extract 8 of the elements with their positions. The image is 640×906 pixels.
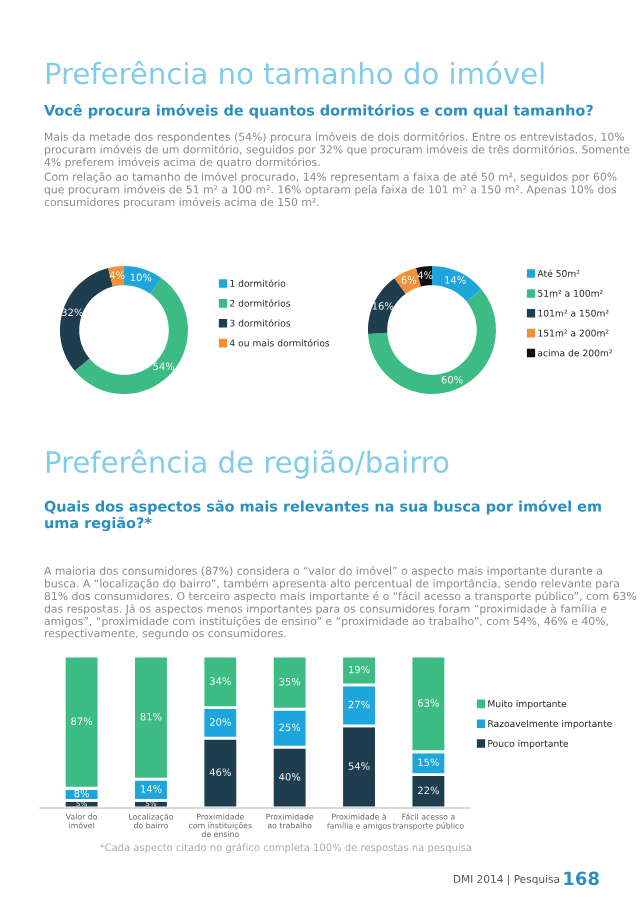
donut-slice: [368, 289, 496, 394]
text: 168: [564, 871, 599, 886]
donut-slice: [394, 268, 421, 294]
donut-slice: [432, 266, 482, 302]
chart-title: Preferência no tamanho do imóvel: [46, 60, 544, 85]
donut-slice: [60, 268, 113, 371]
donut-slice: [124, 266, 162, 294]
chart-title: Preferência de região/bairro: [46, 449, 449, 479]
